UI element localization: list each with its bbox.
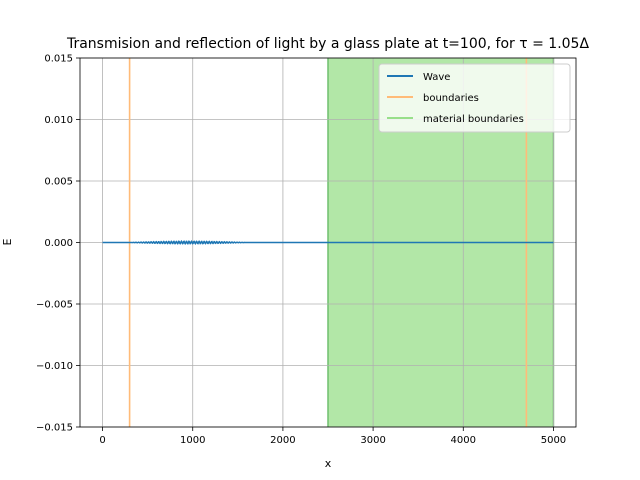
wave-line xyxy=(102,240,554,245)
x-tick-label-4: 4000 xyxy=(451,435,476,446)
x-tick-label-2: 2000 xyxy=(270,435,295,446)
x-tick-label-1: 1000 xyxy=(180,435,205,446)
legend: Wave boundaries material boundaries xyxy=(378,63,571,133)
y-tick-label-3: 0.000 xyxy=(44,238,73,249)
legend-label-2: material boundaries xyxy=(423,114,524,125)
chart-title: Transmision and reflection of light by a… xyxy=(66,36,590,52)
y-tick-label-0: −0.015 xyxy=(36,423,73,434)
x-tick-label-3: 3000 xyxy=(360,435,385,446)
legend-label-1: boundaries xyxy=(423,93,479,104)
legend-label-0: Wave xyxy=(423,72,450,83)
y-tick-label-6: 0.015 xyxy=(44,54,73,65)
x-tick-label-5: 5000 xyxy=(541,435,566,446)
y-tick-label-2: −0.005 xyxy=(36,300,73,311)
y-tick-label-4: 0.005 xyxy=(44,177,73,188)
y-axis-label: E xyxy=(1,238,14,245)
y-tick-label-5: 0.010 xyxy=(44,115,73,126)
y-tick-label-1: −0.010 xyxy=(36,361,73,372)
legend-box xyxy=(378,63,571,133)
x-tick-label-0: 0 xyxy=(99,435,105,446)
x-axis-label: x xyxy=(325,457,332,470)
